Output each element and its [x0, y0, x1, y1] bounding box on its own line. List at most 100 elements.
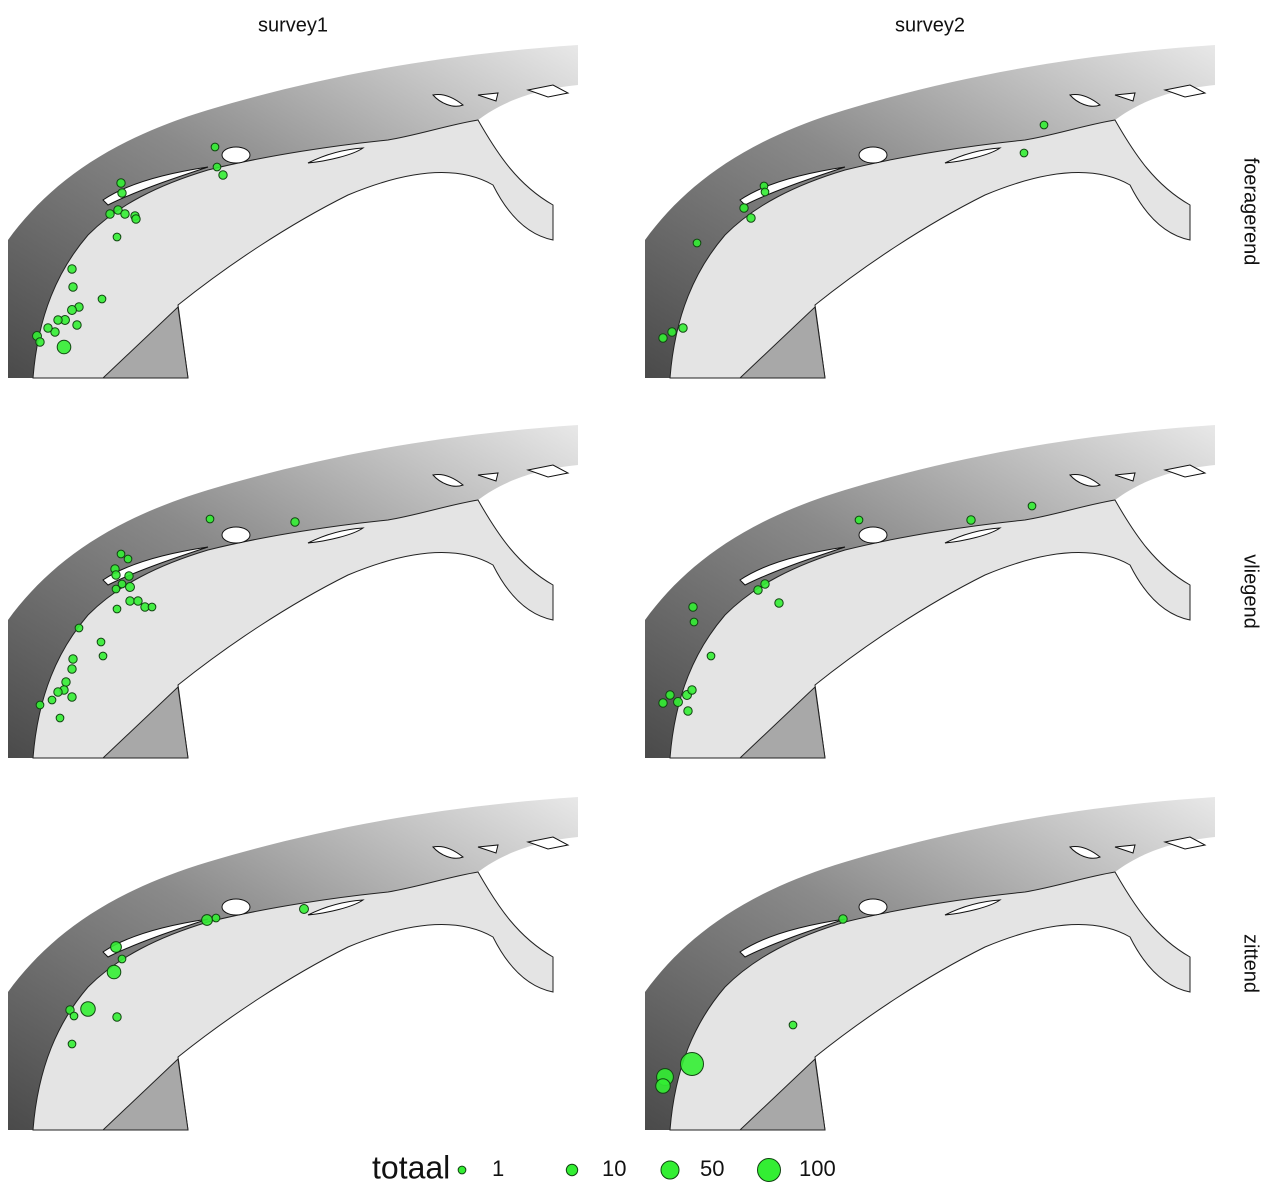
legend-label: 100: [799, 1156, 836, 1181]
row-label: foeragerend: [1240, 158, 1262, 266]
bubble: [126, 597, 134, 605]
bubble: [690, 618, 698, 626]
bubble: [57, 340, 71, 354]
bubble: [656, 1079, 671, 1094]
bubble: [659, 334, 667, 342]
bubble: [56, 714, 64, 722]
bubble: [689, 603, 697, 611]
bubble: [668, 328, 676, 336]
bubble: [62, 678, 70, 686]
bubble: [117, 179, 125, 187]
map-background: [645, 797, 1215, 1130]
bubble: [125, 572, 133, 580]
bubble: [839, 915, 847, 923]
bubble: [684, 707, 692, 715]
legend-key: [661, 1161, 679, 1179]
chart: survey1survey2foeragerendvliegendzittend…: [0, 0, 1279, 1194]
bubble: [112, 585, 120, 593]
bubble: [69, 655, 77, 663]
bubble: [121, 210, 129, 218]
bubble: [44, 324, 52, 332]
bubble: [75, 624, 83, 632]
bubble: [73, 321, 81, 329]
bubble: [747, 214, 755, 222]
bubble: [113, 605, 121, 613]
bubble: [855, 516, 863, 524]
column-label: survey2: [895, 14, 965, 36]
bubble: [68, 1040, 76, 1048]
map-background: [8, 797, 578, 1130]
bubble: [48, 696, 56, 704]
bubble: [124, 555, 132, 563]
bubble: [68, 693, 76, 701]
bubble: [213, 163, 221, 171]
bubble: [113, 233, 121, 241]
bubble: [81, 1002, 96, 1017]
bubble: [106, 210, 114, 218]
bubble: [659, 699, 667, 707]
bubble: [112, 571, 120, 579]
legend-key: [758, 1159, 781, 1182]
bubble: [36, 701, 44, 709]
legend-label: 50: [700, 1156, 724, 1181]
map-background: [8, 45, 578, 378]
bubble: [219, 171, 227, 179]
bubble: [97, 638, 105, 646]
map-background: [645, 425, 1215, 758]
panel: [8, 45, 578, 378]
bubble: [107, 965, 121, 979]
row-label: zittend: [1240, 934, 1262, 993]
legend-key: [458, 1166, 466, 1174]
bubble: [789, 1021, 797, 1029]
bubble: [688, 686, 696, 694]
legend-key: [566, 1164, 577, 1175]
bubble: [775, 599, 783, 607]
bubble: [674, 698, 683, 707]
bubble: [206, 515, 214, 523]
bubble: [202, 915, 213, 926]
legend-label: 10: [602, 1156, 626, 1181]
bubble: [132, 215, 140, 223]
map-background: [8, 425, 578, 758]
bubble: [761, 580, 769, 588]
panel: [8, 425, 578, 758]
bubble: [1040, 121, 1048, 129]
panel: [645, 797, 1215, 1130]
bubble: [99, 652, 107, 660]
bubble: [740, 204, 748, 212]
bubble: [54, 688, 62, 696]
bubble: [68, 306, 77, 315]
bubble: [967, 516, 975, 524]
bubble: [126, 583, 135, 592]
bubble: [679, 324, 687, 332]
bubble: [134, 597, 142, 605]
bubble: [98, 295, 106, 303]
legend-label: 1: [492, 1156, 504, 1181]
panel: [645, 45, 1215, 378]
bubble: [117, 550, 125, 558]
bubble: [707, 652, 715, 660]
bubble: [300, 905, 309, 914]
bubble: [666, 691, 674, 699]
bubble: [1020, 149, 1028, 157]
map-background: [645, 45, 1215, 378]
bubble: [68, 265, 76, 273]
bubble: [68, 665, 76, 673]
bubble: [148, 603, 156, 611]
bubble: [113, 1013, 121, 1021]
bubble: [69, 283, 77, 291]
bubble: [111, 942, 122, 953]
legend-title: totaal: [372, 1149, 450, 1185]
bubble: [761, 188, 769, 196]
bubble: [212, 914, 220, 922]
row-label: vliegend: [1240, 554, 1262, 629]
bubble: [693, 239, 701, 247]
bubble: [754, 586, 762, 594]
bubble: [118, 189, 126, 197]
bubble: [211, 143, 219, 151]
bubble: [118, 955, 126, 963]
bubble: [291, 518, 299, 526]
bubble: [1028, 502, 1036, 510]
bubble: [681, 1053, 704, 1076]
panel: [645, 425, 1215, 758]
